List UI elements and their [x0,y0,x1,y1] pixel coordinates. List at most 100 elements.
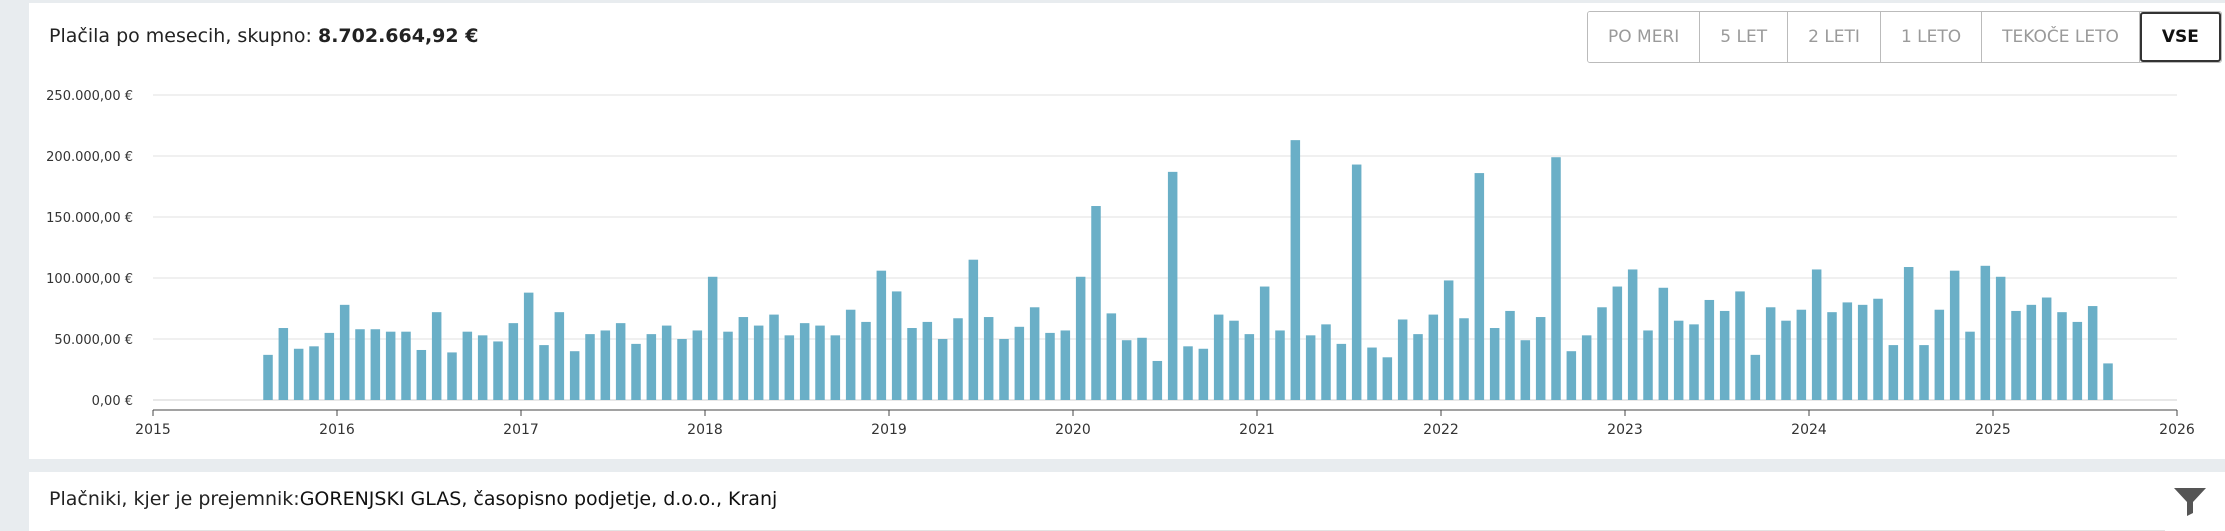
bar[interactable] [1091,206,1101,400]
bar[interactable] [431,312,442,400]
bar[interactable] [1581,335,1592,400]
bar[interactable] [1627,269,1638,400]
bar[interactable] [293,348,304,400]
bar[interactable] [1367,347,1377,400]
bar[interactable] [830,335,841,400]
bar[interactable] [1888,345,1899,400]
bar[interactable] [815,325,825,400]
bar[interactable] [1781,320,1791,400]
bar[interactable] [1980,265,1991,400]
bar[interactable] [508,323,519,400]
range-current-year-button[interactable]: TEKOČE LETO [1982,12,2140,62]
bar[interactable] [1029,307,1040,400]
bar[interactable] [1827,312,1837,400]
bar[interactable] [477,335,488,400]
bar[interactable] [554,312,565,400]
bar[interactable] [1014,326,1025,400]
bar[interactable] [1198,348,1209,400]
bar[interactable] [1351,164,1362,400]
bar[interactable] [1152,360,1163,400]
bar[interactable] [600,330,611,400]
bar[interactable] [799,323,810,400]
bar[interactable] [922,321,933,400]
bar[interactable] [1459,318,1469,400]
bar[interactable] [1658,287,1669,400]
bar[interactable] [339,304,350,400]
bar[interactable] [1443,280,1454,400]
bar[interactable] [1719,310,1730,400]
bar[interactable] [1551,157,1561,400]
bar[interactable] [1842,302,1853,400]
bar[interactable] [1919,345,1929,400]
bar[interactable] [861,321,871,400]
bar[interactable] [1382,357,1393,400]
bar[interactable] [2103,363,2113,400]
bar[interactable] [1397,319,1408,400]
bar[interactable] [753,325,764,400]
bar[interactable] [1489,328,1500,400]
bar[interactable] [1796,309,1807,400]
bar[interactable] [2026,304,2037,400]
range-5-years-button[interactable]: 5 LET [1700,12,1789,62]
bar[interactable] [1275,330,1285,400]
bar[interactable] [1811,269,1822,400]
bar[interactable] [2072,321,2083,400]
bar[interactable] [1213,314,1224,400]
bar[interactable] [907,328,917,400]
bar[interactable] [723,331,733,400]
bar[interactable] [1965,331,1975,400]
bar[interactable] [462,331,473,400]
bar[interactable] [1321,324,1331,400]
bar[interactable] [539,345,549,400]
bar[interactable] [661,325,672,400]
bar[interactable] [309,346,319,400]
bar[interactable] [263,354,273,400]
bar[interactable] [953,318,963,400]
bar[interactable] [1566,351,1577,400]
bar[interactable] [968,259,979,400]
bar[interactable] [2057,312,2067,400]
bar[interactable] [937,339,948,400]
bar[interactable] [646,334,657,400]
bar[interactable] [1903,267,1914,400]
bar[interactable] [1183,346,1193,400]
range-2-years-button[interactable]: 2 LETI [1788,12,1881,62]
bar[interactable] [278,328,289,400]
bar[interactable] [1229,320,1239,400]
bar[interactable] [1949,270,1960,400]
bar[interactable] [615,323,626,400]
bar[interactable] [1413,334,1423,400]
bar[interactable] [355,329,365,400]
bar[interactable] [1597,307,1607,400]
bar[interactable] [1045,332,1055,400]
bar[interactable] [677,339,687,400]
bar[interactable] [845,309,856,400]
bar[interactable] [523,292,534,400]
bar[interactable] [2011,310,2021,400]
bar[interactable] [1060,330,1071,400]
bar[interactable] [1244,334,1255,400]
bar[interactable] [983,317,994,400]
bar[interactable] [631,343,641,400]
bar[interactable] [370,329,381,400]
bar[interactable] [1535,317,1546,400]
range-custom-button[interactable]: PO MERI [1588,12,1701,62]
bar[interactable] [416,349,427,400]
bar[interactable] [1995,276,2006,400]
bar[interactable] [1704,299,1715,400]
bar[interactable] [1643,330,1653,400]
bar[interactable] [2041,297,2052,400]
bar[interactable] [1750,354,1761,400]
bar[interactable] [1857,304,1868,400]
bar[interactable] [2087,306,2098,400]
bar[interactable] [769,314,779,400]
bar[interactable] [324,332,335,400]
bar[interactable] [1336,343,1347,400]
bar[interactable] [876,270,887,400]
bar[interactable] [1428,314,1439,400]
bar[interactable] [999,339,1009,400]
bar[interactable] [1689,324,1699,400]
bar[interactable] [1075,276,1086,400]
bar[interactable] [738,317,749,400]
bar[interactable] [401,331,411,400]
